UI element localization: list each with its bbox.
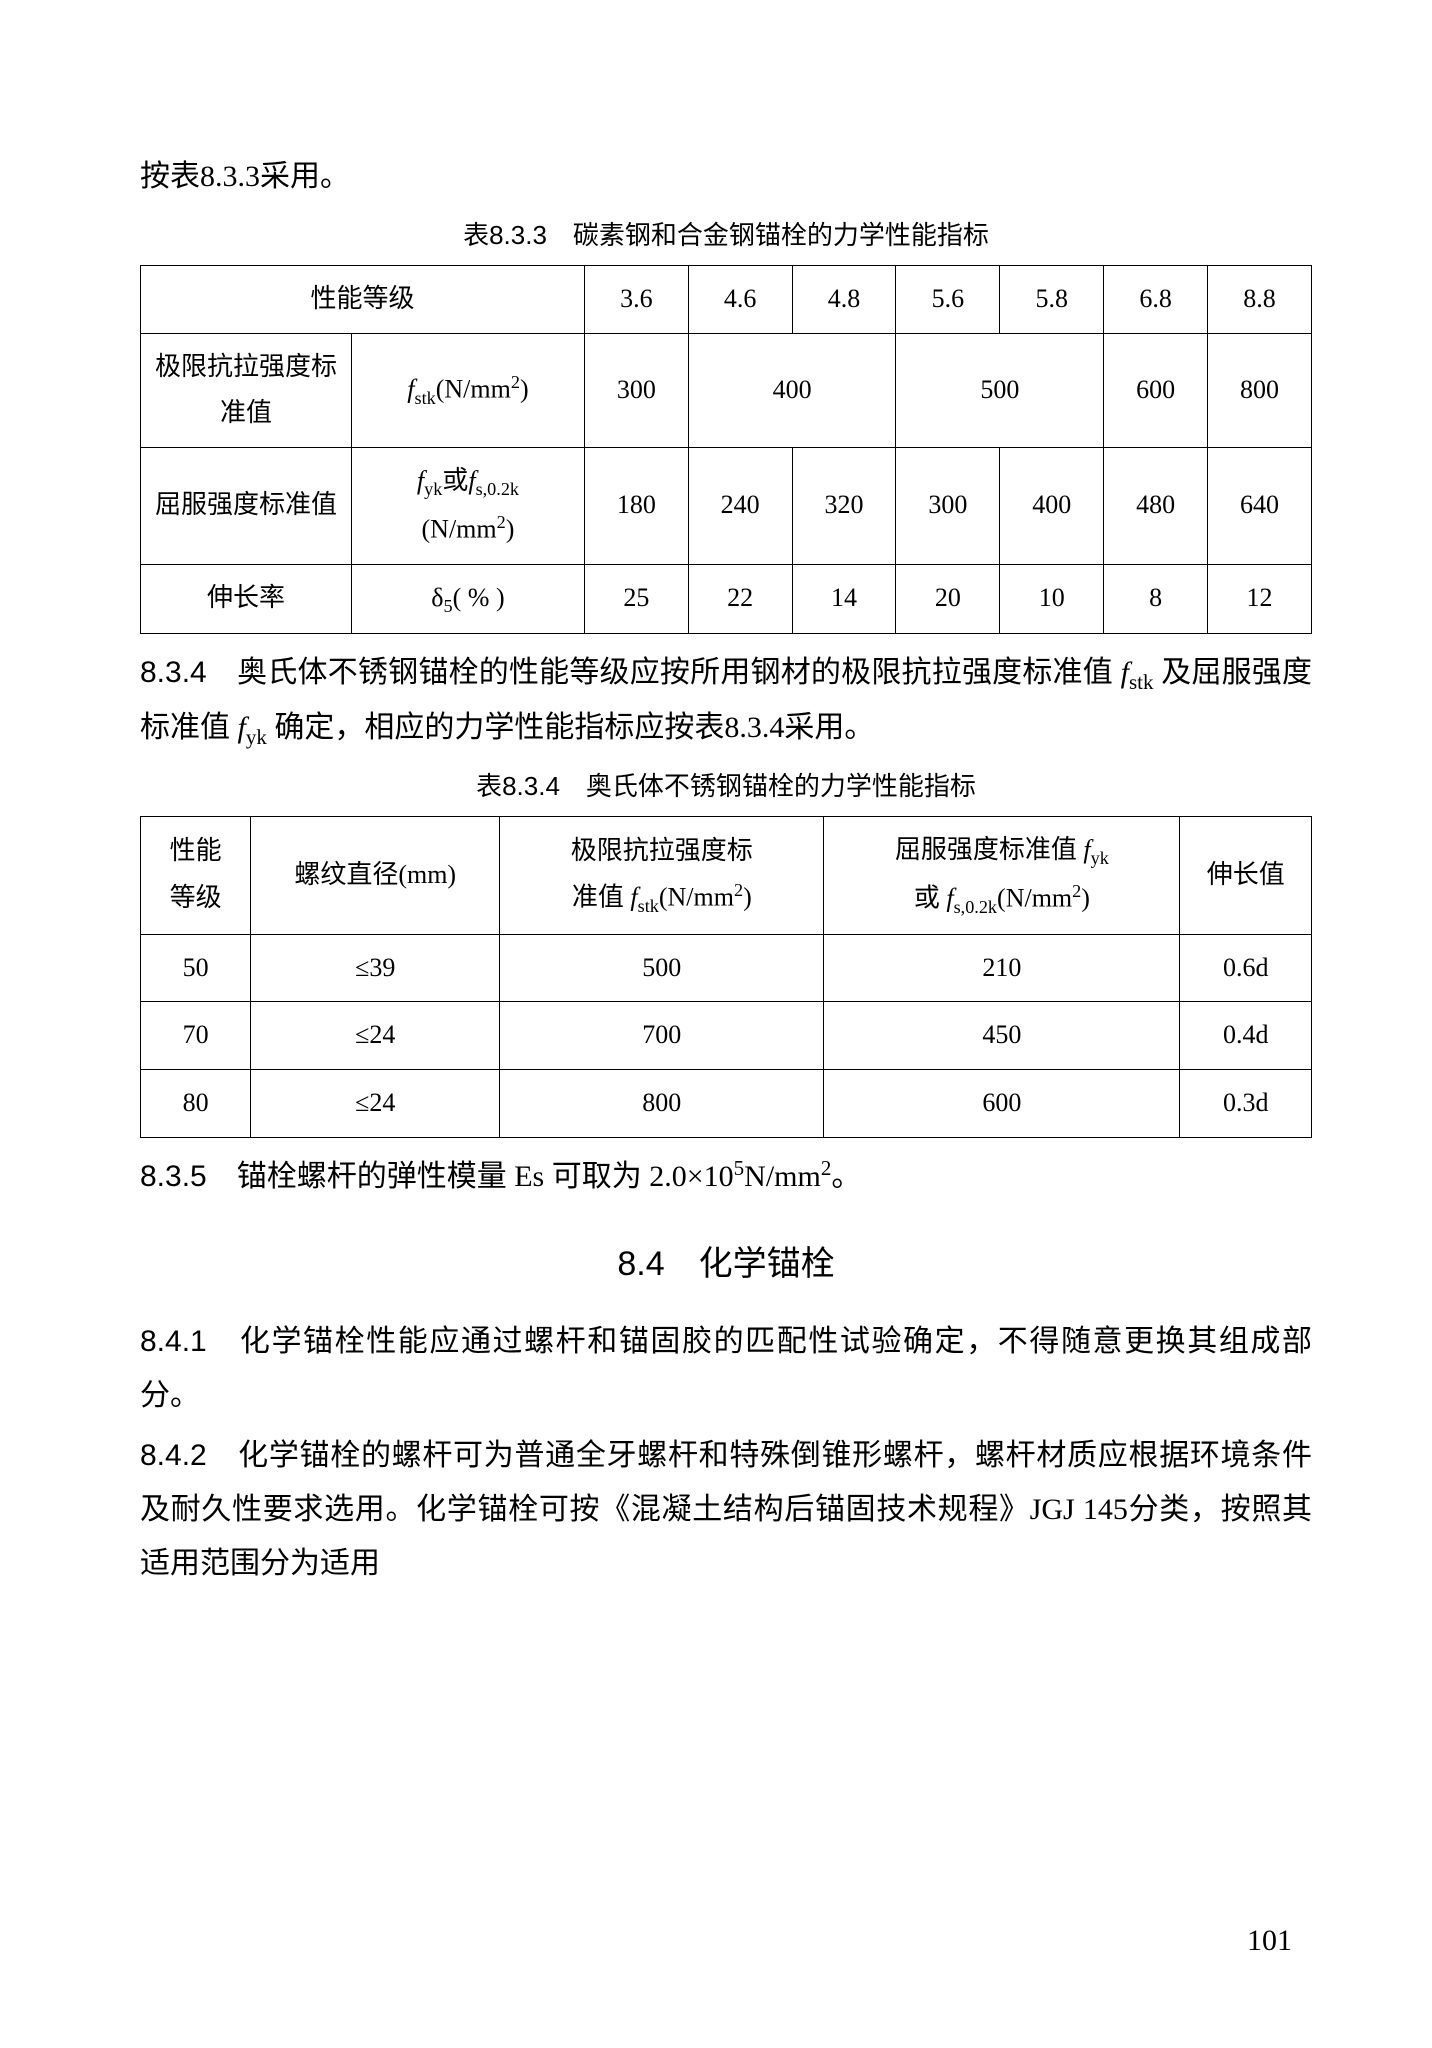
cell: 70 <box>141 1002 251 1070</box>
cell: 22 <box>688 564 792 633</box>
table-834: 性能等级 螺纹直径(mm) 极限抗拉强度标准值 fstk(N/mm2) 屈服强度… <box>140 816 1312 1138</box>
cell: 180 <box>584 448 688 564</box>
cell: 700 <box>500 1002 824 1070</box>
cell: 400 <box>688 333 896 448</box>
cell: 800 <box>1208 333 1312 448</box>
cell: 14 <box>792 564 896 633</box>
cell: ≤39 <box>251 934 500 1002</box>
header-cell: 3.6 <box>584 265 688 333</box>
header-cell: 螺纹直径(mm) <box>251 816 500 934</box>
section-title-84: 8.4 化学锚栓 <box>140 1234 1312 1295</box>
cell: 10 <box>1000 564 1104 633</box>
header-cell: 4.8 <box>792 265 896 333</box>
cell: 480 <box>1104 448 1208 564</box>
header-cell: 5.6 <box>896 265 1000 333</box>
table-row: 70 ≤24 700 450 0.4d <box>141 1002 1312 1070</box>
table-833: 性能等级 3.6 4.6 4.8 5.6 5.8 6.8 8.8 极限抗拉强度标… <box>140 265 1312 634</box>
row-symbol: fyk或fs,0.2k(N/mm2) <box>352 448 585 564</box>
intro-text-833: 按表8.3.3采用。 <box>140 150 1312 204</box>
cell: ≤24 <box>251 1070 500 1138</box>
cell: 640 <box>1208 448 1312 564</box>
cell: 0.6d <box>1180 934 1312 1002</box>
cell: 500 <box>896 333 1104 448</box>
cell: 210 <box>824 934 1180 1002</box>
row-symbol: fstk(N/mm2) <box>352 333 585 448</box>
header-cell: 性能等级 <box>141 816 251 934</box>
para-834: 8.3.4 奥氏体不锈钢锚栓的性能等级应按所用钢材的极限抗拉强度标准值 fstk… <box>140 646 1312 758</box>
row-name: 伸长率 <box>141 564 352 633</box>
cell: 50 <box>141 934 251 1002</box>
cell: 400 <box>1000 448 1104 564</box>
para-text: 化学锚栓的螺杆可为普通全牙螺杆和特殊倒锥形螺杆，螺杆材质应根据环境条件及耐久性要… <box>140 1439 1312 1580</box>
header-cell: 8.8 <box>1208 265 1312 333</box>
cell: ≤24 <box>251 1002 500 1070</box>
page-number: 101 <box>1247 1914 1292 1968</box>
cell: 25 <box>584 564 688 633</box>
para-842: 8.4.2 化学锚栓的螺杆可为普通全牙螺杆和特殊倒锥形螺杆，螺杆材质应根据环境条… <box>140 1429 1312 1591</box>
table-row: 屈服强度标准值 fyk或fs,0.2k(N/mm2) 180 240 320 3… <box>141 448 1312 564</box>
cell: 80 <box>141 1070 251 1138</box>
para-text: 奥氏体不锈钢锚栓的性能等级应按所用钢材的极限抗拉强度标准值 fstk 及屈服强度… <box>140 656 1312 745</box>
cell: 600 <box>824 1070 1180 1138</box>
header-cell: 5.8 <box>1000 265 1104 333</box>
row-name: 屈服强度标准值 <box>141 448 352 564</box>
table-row: 80 ≤24 800 600 0.3d <box>141 1070 1312 1138</box>
cell: 12 <box>1208 564 1312 633</box>
cell: 0.3d <box>1180 1070 1312 1138</box>
table-row: 50 ≤39 500 210 0.6d <box>141 934 1312 1002</box>
cell: 450 <box>824 1002 1180 1070</box>
header-cell: 性能等级 <box>141 265 585 333</box>
header-cell: 伸长值 <box>1180 816 1312 934</box>
cell: 600 <box>1104 333 1208 448</box>
row-symbol: δ5( % ) <box>352 564 585 633</box>
para-num: 8.4.2 <box>140 1439 207 1472</box>
cell: 500 <box>500 934 824 1002</box>
page: 按表8.3.3采用。 表8.3.3 碳素钢和合金钢锚栓的力学性能指标 性能等级 … <box>0 0 1432 2048</box>
table-834-caption: 表8.3.4 奥氏体不锈钢锚栓的力学性能指标 <box>140 763 1312 810</box>
header-cell: 4.6 <box>688 265 792 333</box>
para-841: 8.4.1 化学锚栓性能应通过螺杆和锚固胶的匹配性试验确定，不得随意更换其组成部… <box>140 1315 1312 1423</box>
cell: 300 <box>896 448 1000 564</box>
cell: 8 <box>1104 564 1208 633</box>
para-num: 8.4.1 <box>140 1325 207 1358</box>
cell: 320 <box>792 448 896 564</box>
cell: 0.4d <box>1180 1002 1312 1070</box>
header-cell: 6.8 <box>1104 265 1208 333</box>
para-text: 锚栓螺杆的弹性模量 Es 可取为 2.0×105N/mm2。 <box>207 1160 862 1193</box>
table-833-caption: 表8.3.3 碳素钢和合金钢锚栓的力学性能指标 <box>140 212 1312 259</box>
cell: 300 <box>584 333 688 448</box>
para-text: 化学锚栓性能应通过螺杆和锚固胶的匹配性试验确定，不得随意更换其组成部分。 <box>140 1325 1312 1412</box>
header-cell: 屈服强度标准值 fyk或 fs,0.2k(N/mm2) <box>824 816 1180 934</box>
row-name: 极限抗拉强度标准值 <box>141 333 352 448</box>
header-cell: 极限抗拉强度标准值 fstk(N/mm2) <box>500 816 824 934</box>
table-row: 伸长率 δ5( % ) 25 22 14 20 10 8 12 <box>141 564 1312 633</box>
para-num: 8.3.4 <box>140 656 207 689</box>
table-row: 性能等级 3.6 4.6 4.8 5.6 5.8 6.8 8.8 <box>141 265 1312 333</box>
para-835: 8.3.5 锚栓螺杆的弹性模量 Es 可取为 2.0×105N/mm2。 <box>140 1150 1312 1204</box>
cell: 240 <box>688 448 792 564</box>
para-num: 8.3.5 <box>140 1160 207 1193</box>
table-row: 极限抗拉强度标准值 fstk(N/mm2) 300 400 500 600 80… <box>141 333 1312 448</box>
cell: 20 <box>896 564 1000 633</box>
table-row: 性能等级 螺纹直径(mm) 极限抗拉强度标准值 fstk(N/mm2) 屈服强度… <box>141 816 1312 934</box>
cell: 800 <box>500 1070 824 1138</box>
